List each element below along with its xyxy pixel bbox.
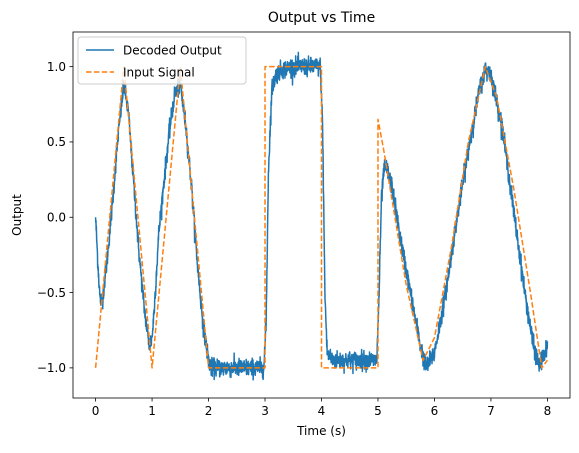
x-tick-label: 2	[205, 404, 213, 418]
y-tick-label: 0.0	[47, 210, 66, 224]
y-tick-label: 1.0	[47, 60, 66, 74]
y-axis-label: Output	[10, 194, 24, 236]
x-tick-label: 0	[92, 404, 100, 418]
y-tick-label: −0.5	[37, 286, 66, 300]
legend-label: Decoded Output	[123, 43, 222, 57]
legend-box	[77, 36, 247, 85]
x-tick-label: 4	[318, 404, 326, 418]
y-tick-label: −1.0	[37, 361, 66, 375]
x-tick-label: 5	[374, 404, 382, 418]
plot-area	[94, 51, 549, 381]
x-tick-label: 6	[431, 404, 439, 418]
x-tick-label: 7	[487, 404, 495, 418]
legend: Decoded Output Input Signal	[77, 36, 247, 85]
y-axis: −1.0 −0.5 0.0 0.5 1.0	[37, 60, 73, 375]
chart-title: Output vs Time	[268, 10, 375, 26]
x-tick-label: 8	[544, 404, 552, 418]
x-axis: 0 1 2 3 4 5 6 7 8	[92, 398, 551, 418]
legend-label: Input Signal	[123, 65, 195, 79]
y-tick-label: 0.5	[47, 135, 66, 149]
x-axis-label: Time (s)	[296, 424, 346, 438]
series-line-1	[94, 51, 549, 381]
x-tick-label: 3	[261, 404, 269, 418]
series-line-2	[94, 65, 549, 369]
x-tick-label: 1	[148, 404, 156, 418]
